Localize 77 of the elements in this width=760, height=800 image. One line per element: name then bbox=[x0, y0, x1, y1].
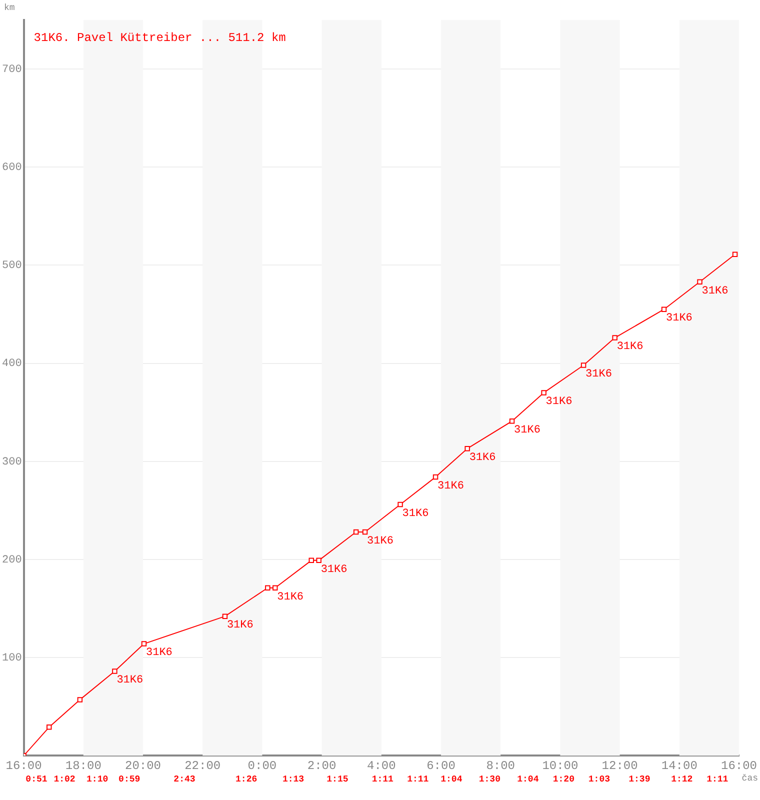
point bbox=[432, 474, 438, 480]
text: 1:12 bbox=[671, 774, 693, 784]
x-tick-label: 22:00 bbox=[184, 758, 221, 773]
text: 0:59 bbox=[118, 774, 140, 784]
text: 1:13 bbox=[282, 774, 304, 784]
annotation: 31K6 bbox=[546, 396, 572, 408]
x-tick-label: 6:00 bbox=[426, 758, 456, 773]
point bbox=[464, 446, 470, 452]
annotation: 31K6 bbox=[438, 480, 464, 492]
point bbox=[580, 362, 586, 368]
text: 1:04 bbox=[517, 774, 540, 784]
point bbox=[661, 306, 667, 312]
point bbox=[222, 614, 228, 619]
text: 1:26 bbox=[236, 774, 258, 784]
annotation: 31K6 bbox=[320, 564, 348, 576]
annotation: 31K6 bbox=[402, 508, 429, 520]
x-axis-title: čas bbox=[742, 773, 758, 784]
y-tick-label: 500 bbox=[2, 260, 22, 272]
point bbox=[141, 641, 147, 646]
point bbox=[612, 335, 618, 340]
y-axis-title: km bbox=[4, 2, 15, 13]
annotation: 31K6 bbox=[514, 424, 540, 437]
x-tick-label: 4:00 bbox=[366, 758, 396, 773]
point bbox=[112, 668, 118, 674]
point bbox=[697, 279, 702, 284]
y-tick-label: 200 bbox=[2, 554, 22, 566]
x-tick-label: 12:00 bbox=[602, 758, 638, 773]
point bbox=[316, 558, 322, 564]
text: 1:15 bbox=[326, 774, 348, 784]
text: 1:03 bbox=[588, 774, 610, 784]
x-tick-label: 16:00 bbox=[720, 758, 758, 773]
point bbox=[509, 418, 515, 424]
x-tick-label: 2:00 bbox=[307, 758, 336, 773]
point bbox=[265, 585, 270, 591]
y-tick-label: 100 bbox=[2, 652, 22, 664]
point bbox=[353, 529, 359, 535]
annotation: 31K6 bbox=[586, 368, 612, 381]
annotation: 31K6 bbox=[666, 312, 692, 325]
text: 31K6. Pavel Küttreiber ... 511.2 km bbox=[34, 31, 286, 46]
x-tick-label: 20:00 bbox=[124, 758, 162, 773]
text: 1:11 bbox=[706, 774, 729, 784]
text: 1:02 bbox=[54, 774, 76, 784]
annotation: 31K6 bbox=[226, 620, 254, 632]
y-tick-label: 300 bbox=[2, 456, 22, 468]
point bbox=[46, 724, 52, 730]
y-tick-label: 700 bbox=[2, 64, 22, 76]
point bbox=[308, 558, 314, 564]
point bbox=[398, 502, 403, 508]
annotation: 31K6 bbox=[367, 535, 394, 548]
text: 1:39 bbox=[628, 774, 650, 784]
x-tick-label: 8:00 bbox=[486, 758, 516, 773]
annotation: 31K6 bbox=[146, 647, 172, 660]
annotation: 31K6 bbox=[116, 674, 144, 687]
x-tick-label: 10:00 bbox=[542, 758, 578, 773]
annotation: 31K6 bbox=[702, 285, 728, 298]
x-tick-label: 18:00 bbox=[65, 758, 102, 773]
text: 2:43 bbox=[174, 774, 196, 784]
text: 1:11 bbox=[372, 774, 394, 784]
x-tick-label: 16:00 bbox=[6, 758, 42, 773]
text: 0:51 bbox=[26, 774, 48, 784]
y-tick-label: 600 bbox=[2, 162, 22, 174]
point bbox=[732, 252, 738, 258]
point bbox=[272, 585, 278, 591]
y-tick-label: 400 bbox=[2, 358, 22, 370]
text: 1:11 bbox=[407, 774, 430, 784]
x-tick-label: 14:00 bbox=[661, 758, 698, 773]
text: 1:04 bbox=[440, 774, 463, 784]
text: 1:30 bbox=[478, 774, 500, 784]
point bbox=[77, 697, 83, 702]
annotation: 31K6 bbox=[616, 341, 644, 354]
point bbox=[362, 529, 368, 535]
text: 1:20 bbox=[552, 774, 574, 784]
point bbox=[541, 390, 546, 396]
text: 1:10 bbox=[86, 774, 108, 784]
annotation: 31K6 bbox=[469, 452, 496, 464]
annotation: 31K6 bbox=[277, 591, 304, 604]
x-tick-label: 0:00 bbox=[248, 758, 277, 773]
